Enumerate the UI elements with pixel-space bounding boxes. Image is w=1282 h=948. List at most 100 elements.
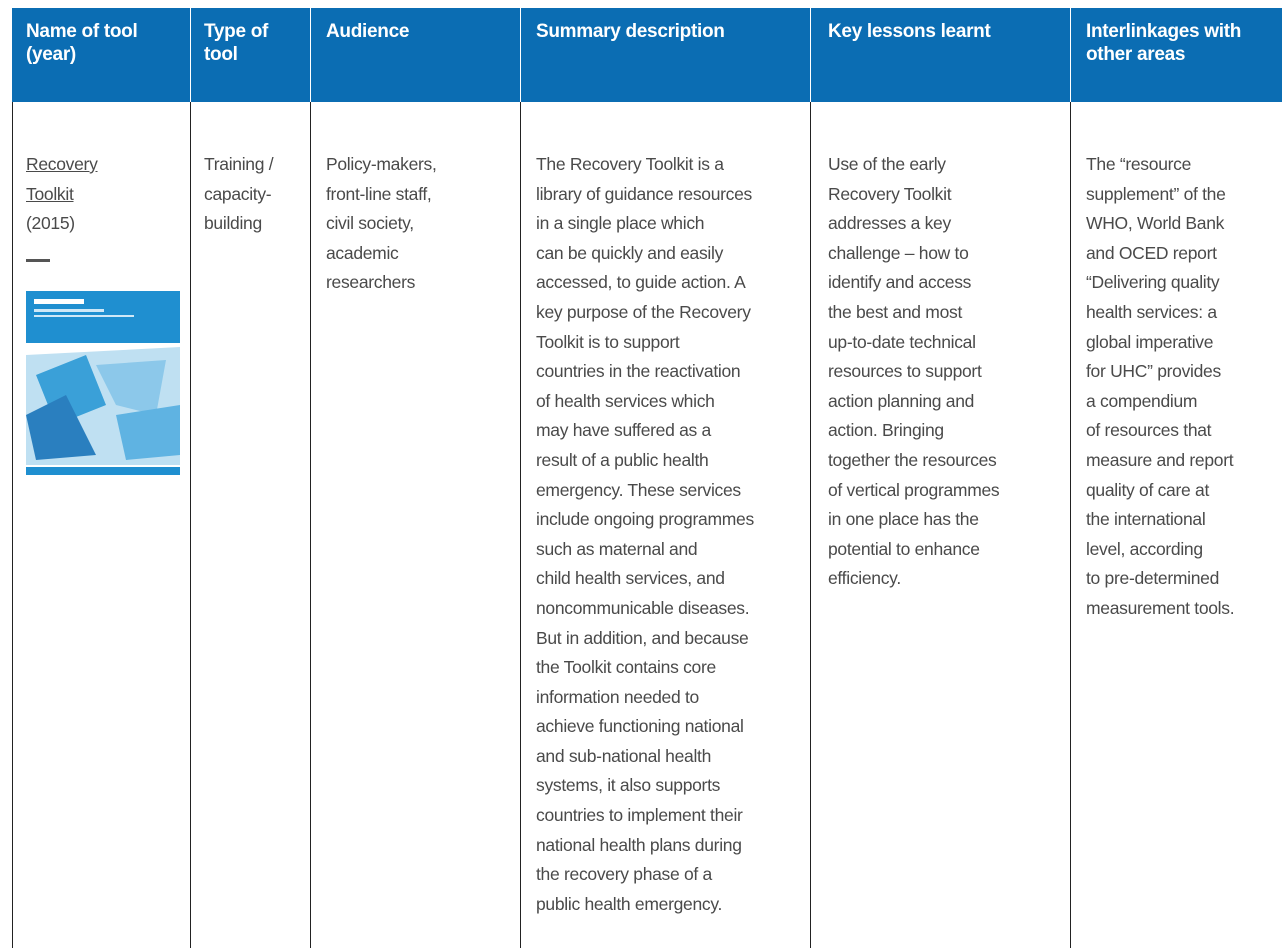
cell-text: “Delivering quality xyxy=(1086,272,1220,293)
body-cell: Use of the early Recovery Toolkit addresse… xyxy=(828,150,1000,594)
cell-text: and OCED report xyxy=(1086,242,1217,263)
cell-text: of health services which xyxy=(536,390,715,411)
cell-text: civil society, xyxy=(326,213,414,234)
cell-text: noncommunicable diseases. xyxy=(536,597,750,618)
cell-text: countries in the reactivation xyxy=(536,361,741,382)
cell-text: information needed to xyxy=(536,686,699,707)
cell-text: building xyxy=(204,213,262,234)
cell-text: potential to enhance xyxy=(828,538,980,559)
cell-text: the best and most xyxy=(828,301,963,322)
header-divider xyxy=(1070,8,1071,102)
cell-text: measure and report xyxy=(1086,449,1234,470)
cell-text: together the resources xyxy=(828,449,997,470)
cell-text: the recovery phase of a xyxy=(536,864,712,885)
cell-text: public health emergency. xyxy=(536,893,723,914)
cell-text: of vertical programmes xyxy=(828,479,1000,500)
header-text: tool xyxy=(204,44,238,65)
cell-text: But in addition, and because xyxy=(536,627,749,648)
header-text: Interlinkages with xyxy=(1086,21,1242,42)
tool-year: (2015) xyxy=(26,213,75,234)
cell-text: Recovery Toolkit xyxy=(828,183,952,204)
body-cell: Policy-makers, front-line staff, civil soc… xyxy=(326,150,437,298)
cell-text: national health plans during xyxy=(536,834,742,855)
cell-text: identify and access xyxy=(828,272,972,293)
cell-text: and sub-national health xyxy=(536,745,712,766)
cell-text: Use of the early xyxy=(828,154,946,174)
header-text: Type of xyxy=(204,21,269,42)
cell-text: accessed, to guide action. A xyxy=(536,272,746,293)
cell-text: Training / xyxy=(204,154,274,174)
cell-text: health services: a xyxy=(1086,301,1217,322)
header-divider xyxy=(520,8,521,102)
cell-text: The “resource xyxy=(1086,154,1192,174)
header-text: Summary description xyxy=(536,21,725,42)
cell-text: key purpose of the Recovery xyxy=(536,301,751,322)
cell-text: Toolkit is to support xyxy=(536,331,680,352)
cell-text: WHO, World Bank xyxy=(1086,213,1225,234)
cell-text: Policy-makers, xyxy=(326,154,437,174)
body-cell: Recovery Toolkit (2015) xyxy=(26,150,98,239)
cell-text: the Toolkit contains core xyxy=(536,657,716,678)
cell-text: The Recovery Toolkit is a xyxy=(536,154,724,174)
cell-text: to pre-determined xyxy=(1086,568,1220,589)
header-divider xyxy=(190,8,191,102)
cell-text: such as maternal and xyxy=(536,538,698,559)
cell-text: of resources that xyxy=(1086,420,1212,441)
header-cell: Name of tool (year) xyxy=(26,20,138,66)
cell-text: capacity- xyxy=(204,183,272,204)
header-divider xyxy=(810,8,811,102)
cell-text: can be quickly and easily xyxy=(536,242,724,263)
cell-text: the international xyxy=(1086,509,1206,530)
cell-text: achieve functioning national xyxy=(536,716,744,737)
cell-text: systems, it also supports xyxy=(536,775,721,796)
body-cell: Training / capacity-building xyxy=(204,150,274,239)
header-text: Key lessons learnt xyxy=(828,21,991,42)
cell-text: for UHC” provides xyxy=(1086,361,1221,382)
cell-text: child health services, and xyxy=(536,568,725,589)
column-border xyxy=(190,102,191,948)
cell-text: researchers xyxy=(326,272,416,293)
cell-text: resources to support xyxy=(828,361,982,382)
cell-text: in a single place which xyxy=(536,213,705,234)
body-cell: The “resource supplement” of the WHO, Worl… xyxy=(1086,150,1235,624)
cell-text: measurement tools. xyxy=(1086,597,1235,618)
cell-text: efficiency. xyxy=(828,568,901,589)
cell-text: addresses a key xyxy=(828,213,951,234)
cover-thumbnail xyxy=(26,255,180,477)
cell-text: supplement” of the xyxy=(1086,183,1226,204)
header-text: Audience xyxy=(326,21,410,42)
cell-text: a compendium xyxy=(1086,390,1198,411)
tool-link[interactable]: Recovery xyxy=(26,154,98,174)
header-cell: Type of tool xyxy=(204,20,268,66)
header-cell: Audience xyxy=(326,20,409,43)
cell-text: front-line staff, xyxy=(326,183,432,204)
cell-text: quality of care at xyxy=(1086,479,1210,500)
cell-text: action. Bringing xyxy=(828,420,944,441)
column-border xyxy=(12,102,13,948)
body-cell: The Recovery Toolkit is a library of guid… xyxy=(536,150,754,919)
tool-link[interactable]: Toolkit xyxy=(26,183,74,204)
header-cell: Interlinkages with other areas xyxy=(1086,20,1241,66)
cell-text: countries to implement their xyxy=(536,805,743,826)
cell-text: global imperative xyxy=(1086,331,1214,352)
cell-text: in one place has the xyxy=(828,509,979,530)
cell-text: academic xyxy=(326,242,399,263)
cell-text: level, according xyxy=(1086,538,1203,559)
header-text: other areas xyxy=(1086,44,1186,65)
column-border xyxy=(810,102,811,948)
cell-text: emergency. These services xyxy=(536,479,741,500)
column-border xyxy=(310,102,311,948)
header-text: (year) xyxy=(26,44,76,65)
cell-text: challenge – how to xyxy=(828,242,969,263)
header-cell: Summary description xyxy=(536,20,725,43)
cell-text: may have suffered as a xyxy=(536,420,711,441)
cell-text: include ongoing programmes xyxy=(536,509,754,530)
cell-text: up-to-date technical xyxy=(828,331,976,352)
cell-text: action planning and xyxy=(828,390,975,411)
column-border xyxy=(520,102,521,948)
header-text: Name of tool xyxy=(26,21,138,42)
cell-text: result of a public health xyxy=(536,449,709,470)
cell-text: library of guidance resources xyxy=(536,183,752,204)
header-divider xyxy=(310,8,311,102)
